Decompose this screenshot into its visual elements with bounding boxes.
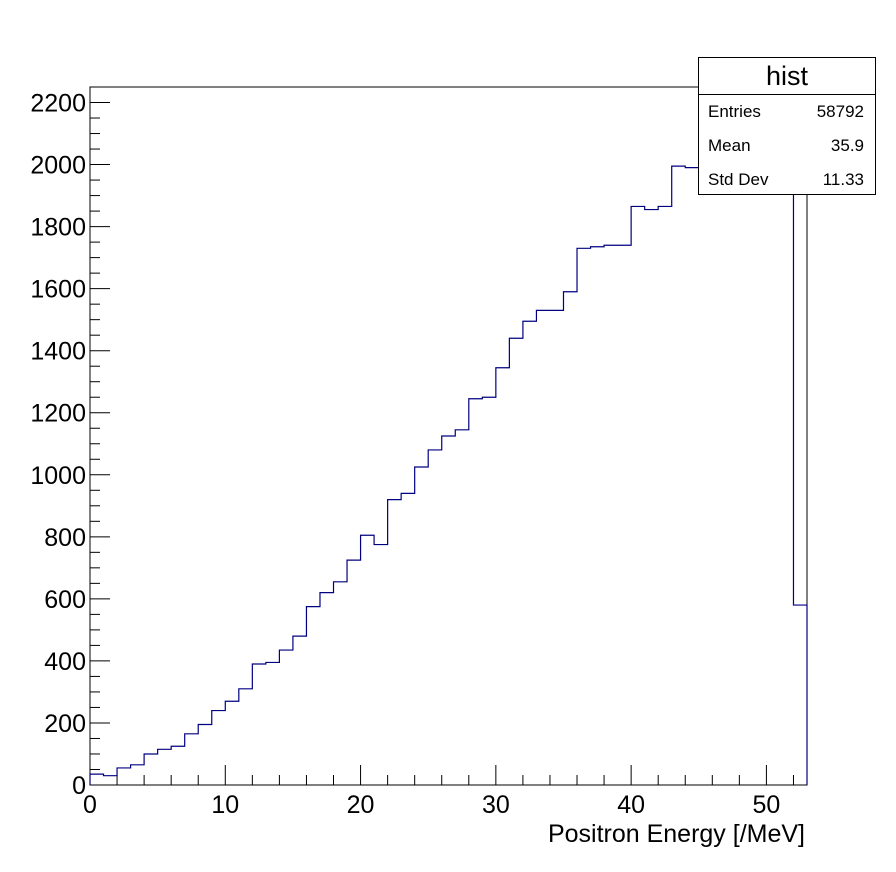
y-tick-label: 200 [44, 710, 86, 738]
y-tick-label: 1000 [30, 462, 86, 490]
x-tick-label: 30 [482, 791, 510, 819]
stats-mean-label: Mean [708, 136, 751, 155]
y-tick-label: 800 [44, 524, 86, 552]
y-tick-label: 400 [44, 648, 86, 676]
x-tick-label: 0 [83, 791, 97, 819]
stats-entries-row: Entries 58792 [699, 95, 875, 129]
y-axis-ticks: 0 200 400 600 800 1000 1200 1400 1600 1800 2000 220… [30, 86, 110, 800]
y-tick-label: 1600 [30, 276, 86, 304]
y-tick-label: 600 [44, 586, 86, 614]
y-tick-label: 1400 [30, 338, 86, 366]
stats-std-label: Std Dev [708, 170, 769, 189]
y-tick-label: 0 [72, 772, 86, 800]
stats-entries-label: Entries [708, 102, 761, 121]
x-tick-label: 10 [211, 791, 239, 819]
x-tick-label: 20 [347, 791, 375, 819]
x-axis-title: Positron Energy [/MeV] [548, 820, 805, 848]
stats-mean-row: Mean 35.9 [699, 129, 875, 163]
plot-frame [89, 86, 808, 786]
y-tick-label: 1200 [30, 400, 86, 428]
stats-std-row: Std Dev 11.33 [699, 163, 875, 197]
x-tick-label: 50 [753, 791, 781, 819]
x-axis-ticks: 0 10 20 30 40 50 [83, 765, 794, 819]
stats-std-value: 11.33 [822, 170, 864, 189]
stats-box: hist Entries 58792 Mean 35.9 Std Dev 11.… [698, 57, 876, 195]
histogram-line [89, 165, 808, 785]
y-tick-label: 1800 [30, 214, 86, 242]
x-tick-label: 40 [617, 791, 645, 819]
y-tick-label: 2200 [30, 90, 86, 118]
stats-title: hist [699, 58, 875, 95]
stats-entries-value: 58792 [816, 102, 864, 121]
stats-mean-value: 35.9 [830, 136, 864, 155]
y-tick-label: 2000 [30, 152, 86, 180]
